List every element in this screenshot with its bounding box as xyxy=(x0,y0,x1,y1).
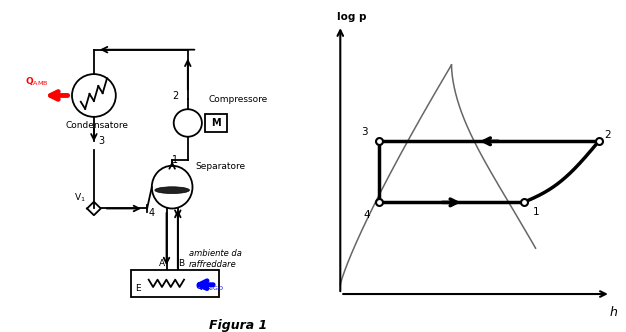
Text: Condensatore: Condensatore xyxy=(66,121,129,129)
Text: E: E xyxy=(135,285,141,293)
Text: h: h xyxy=(610,306,618,319)
Bar xyxy=(131,270,219,297)
Text: 3: 3 xyxy=(99,136,105,146)
Text: log p: log p xyxy=(337,12,367,22)
Text: V$_{\mathsf{1}}$: V$_{\mathsf{1}}$ xyxy=(74,191,85,204)
Text: Q$_{\mathsf{AMB}}$: Q$_{\mathsf{AMB}}$ xyxy=(25,75,48,88)
Text: 4: 4 xyxy=(364,210,371,220)
Text: 2: 2 xyxy=(605,130,612,140)
Ellipse shape xyxy=(155,187,190,194)
Text: 1: 1 xyxy=(172,155,178,165)
Text: 1: 1 xyxy=(533,207,539,216)
Text: 2: 2 xyxy=(172,91,178,101)
Text: Figura 1: Figura 1 xyxy=(208,319,267,332)
Text: Q$_{\mathsf{FRIGO}}$: Q$_{\mathsf{FRIGO}}$ xyxy=(195,281,223,293)
Text: 3: 3 xyxy=(361,127,367,137)
Text: M: M xyxy=(211,118,221,128)
Text: 4: 4 xyxy=(148,208,155,218)
Text: Separatore: Separatore xyxy=(195,162,246,171)
Text: A: A xyxy=(159,259,165,268)
Text: Compressore: Compressore xyxy=(208,95,267,104)
Bar xyxy=(205,114,227,132)
Text: ambiente da
raffreddare: ambiente da raffreddare xyxy=(188,249,242,269)
Text: B: B xyxy=(178,259,185,268)
